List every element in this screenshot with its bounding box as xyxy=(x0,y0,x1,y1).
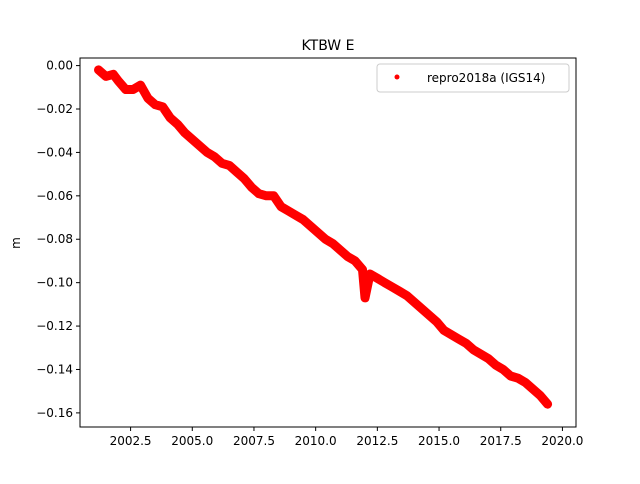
y-tick-label: −0.06 xyxy=(36,189,73,203)
data-point xyxy=(362,295,368,301)
legend-marker xyxy=(394,74,400,80)
y-tick-label: −0.08 xyxy=(36,232,73,246)
data-point xyxy=(411,299,417,305)
data-point xyxy=(537,393,543,398)
data-point xyxy=(352,258,358,264)
data-point xyxy=(110,71,116,77)
x-axis: 2002.5 2005.0 2007.5 2010.0 2012.5 2015.0 2017… xyxy=(110,427,583,448)
data-point xyxy=(441,327,447,333)
data-point xyxy=(160,104,166,110)
y-tick-label: −0.02 xyxy=(36,102,73,116)
data-point xyxy=(382,280,388,286)
data-point xyxy=(434,319,440,325)
data-points xyxy=(94,65,553,409)
x-tick-label: 2012.5 xyxy=(356,434,398,448)
x-tick-label: 2015.0 xyxy=(418,434,460,448)
data-point xyxy=(471,347,477,353)
data-point xyxy=(263,193,269,199)
data-point xyxy=(138,82,143,88)
data-point xyxy=(448,332,454,338)
data-point xyxy=(308,223,314,229)
legend: repro2018a (IGS14) xyxy=(376,63,570,93)
data-point xyxy=(530,386,536,392)
data-point xyxy=(485,356,491,362)
x-tick-label: 2010.0 xyxy=(295,434,337,448)
data-point xyxy=(478,351,484,357)
data-point xyxy=(152,102,158,108)
data-point xyxy=(419,306,425,312)
data-point xyxy=(404,293,410,299)
y-tick-label: −0.16 xyxy=(36,406,73,420)
data-point xyxy=(189,136,195,142)
data-point xyxy=(293,212,299,218)
data-point xyxy=(197,143,203,149)
data-point xyxy=(219,160,225,166)
data-point xyxy=(337,247,343,253)
y-axis: 0.00 −0.02 −0.04 −0.06 −0.08 −0.10 −0.12 −0.14 −… xyxy=(36,59,80,420)
data-point xyxy=(271,193,277,199)
data-point xyxy=(500,367,506,372)
y-axis-label: m xyxy=(9,237,23,249)
data-point xyxy=(182,130,188,136)
data-point xyxy=(175,121,180,127)
data-point xyxy=(389,284,395,290)
chart-title: KTBW E xyxy=(302,38,355,54)
data-point xyxy=(397,288,403,294)
data-point xyxy=(167,115,173,121)
data-point xyxy=(103,73,109,79)
y-tick-label: −0.04 xyxy=(36,145,73,159)
data-point xyxy=(360,267,365,273)
data-point xyxy=(456,336,462,342)
data-point xyxy=(330,241,336,247)
data-point xyxy=(515,375,521,381)
data-point xyxy=(426,312,432,318)
data-point xyxy=(278,204,284,210)
x-tick-label: 2007.5 xyxy=(233,434,275,448)
y-tick-label: −0.14 xyxy=(36,362,73,376)
data-point xyxy=(226,162,232,168)
data-point xyxy=(463,340,469,346)
data-point xyxy=(212,154,217,160)
data-point xyxy=(130,87,136,92)
data-point xyxy=(256,191,262,197)
x-tick-label: 2017.5 xyxy=(480,434,522,448)
data-point xyxy=(315,230,321,236)
data-point xyxy=(493,362,499,368)
x-tick-label: 2002.5 xyxy=(110,434,152,448)
data-point xyxy=(545,401,551,407)
data-point xyxy=(300,217,306,223)
data-point xyxy=(234,169,240,175)
y-tick-label: −0.10 xyxy=(36,276,73,290)
data-point xyxy=(367,271,373,277)
x-tick-label: 2005.0 xyxy=(171,434,213,448)
data-point xyxy=(96,67,101,73)
data-point xyxy=(123,87,129,92)
x-tick-label: 2020.0 xyxy=(541,434,583,448)
data-point xyxy=(508,373,514,379)
legend-box xyxy=(376,63,570,93)
y-tick-label: 0.00 xyxy=(46,59,73,73)
data-point xyxy=(374,275,380,281)
data-point xyxy=(323,236,328,242)
y-tick-label: −0.12 xyxy=(36,319,73,333)
data-point xyxy=(115,78,121,84)
data-point xyxy=(345,254,351,260)
data-point xyxy=(522,380,528,385)
legend-label: repro2018a (IGS14) xyxy=(427,71,545,85)
data-point xyxy=(249,184,254,190)
data-point xyxy=(145,95,151,101)
data-point xyxy=(241,176,247,181)
data-point xyxy=(286,208,291,214)
plot-area-frame xyxy=(79,57,577,428)
data-point xyxy=(204,149,210,155)
